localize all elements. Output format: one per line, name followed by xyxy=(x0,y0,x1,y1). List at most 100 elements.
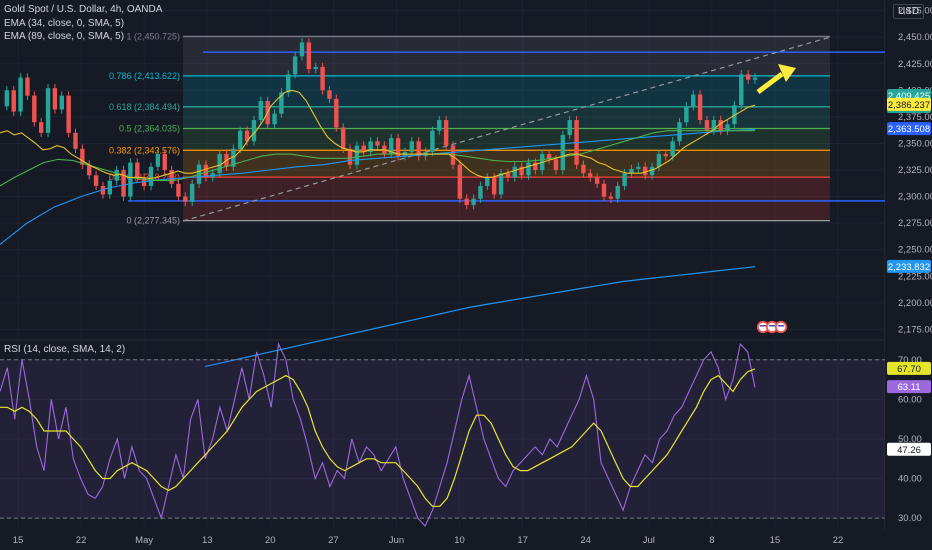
arrow-shaft xyxy=(756,72,784,94)
candle xyxy=(66,91,71,138)
candle xyxy=(601,179,607,201)
price-badge: 2,233.832 xyxy=(887,259,931,273)
price-tick-label: 2,375.000 xyxy=(898,112,932,123)
candle xyxy=(443,115,449,150)
dashed-trendline[interactable] xyxy=(182,36,831,222)
candle-body xyxy=(745,74,751,80)
candle-body xyxy=(231,148,236,167)
price-badge: 2,363.508 xyxy=(887,122,931,136)
price-tick-label: 2,175.000 xyxy=(898,324,932,335)
candle xyxy=(677,117,682,146)
candle-body xyxy=(704,120,710,131)
candle xyxy=(457,160,463,203)
candle xyxy=(375,137,380,150)
candle-body xyxy=(93,175,99,186)
candle xyxy=(725,120,730,135)
candle-body xyxy=(409,141,415,152)
candle xyxy=(162,149,167,175)
candle xyxy=(636,162,641,174)
price-tick-label: 2,450.000 xyxy=(898,32,932,43)
candle-body xyxy=(677,122,682,142)
rsi-tick-label: 40.00 xyxy=(898,474,922,485)
candle-body xyxy=(615,185,620,199)
ema89-legend[interactable]: EMA (89, close, 0, SMA, 5) xyxy=(4,31,125,42)
time-axis[interactable]: 15 22 May 13 20 27 Jun 10 17 24 Jul 8 15 22 xyxy=(13,535,844,546)
rsi-legend[interactable]: RSI (14, close, SMA, 14, 2) xyxy=(4,344,126,355)
candle-body xyxy=(752,77,758,80)
candle-body xyxy=(25,77,30,96)
badge-label: 2,233.832 xyxy=(888,262,930,273)
candle xyxy=(38,117,44,138)
badge-label: 2,409.425 xyxy=(888,91,930,102)
candle-body xyxy=(711,120,717,131)
price-axis[interactable]: 2,475.0002,450.0002,425.0002,400.0002,37… xyxy=(885,0,932,550)
candle-body xyxy=(636,166,641,169)
yellow-arrow-icon[interactable] xyxy=(756,64,796,94)
candle xyxy=(498,168,504,199)
candle xyxy=(437,115,442,135)
price-series xyxy=(0,38,758,368)
badge-label: 47.26 xyxy=(897,445,921,456)
candle xyxy=(189,179,195,207)
candle xyxy=(752,73,758,84)
candle xyxy=(512,162,517,182)
time-tick-label: 10 xyxy=(454,535,465,546)
badge-bg xyxy=(887,380,931,394)
price-badge: 2,386.237 xyxy=(887,97,931,111)
candle xyxy=(87,160,92,180)
candle xyxy=(203,160,209,182)
candle-body xyxy=(512,166,517,178)
badge-label: 2,386.237 xyxy=(888,100,930,111)
event-circle xyxy=(774,320,788,334)
price-tick-label: 2,225.000 xyxy=(898,271,932,282)
candle xyxy=(464,194,469,210)
fib-zone xyxy=(183,177,830,221)
candle-body xyxy=(4,90,10,107)
candle-body xyxy=(313,66,318,70)
candle-body xyxy=(73,132,78,149)
candle xyxy=(272,109,277,129)
badge-bg xyxy=(887,442,931,456)
candle xyxy=(32,91,37,127)
candle-body xyxy=(533,162,538,170)
fib-zone xyxy=(183,128,830,151)
rsi-badge: 63.11 xyxy=(887,380,931,394)
candle xyxy=(11,86,16,116)
candle-body xyxy=(45,88,51,133)
candle xyxy=(169,165,174,189)
candle-body xyxy=(238,130,243,149)
ema34-legend[interactable]: EMA (34, close, 0, SMA, 5) xyxy=(4,18,125,29)
candle xyxy=(286,70,291,97)
rsi-badge: 47.26 xyxy=(887,442,931,456)
candle-body xyxy=(443,120,449,146)
candle-body xyxy=(649,166,655,176)
currency-button[interactable]: USD xyxy=(893,4,925,19)
candle xyxy=(395,133,401,161)
candle-body xyxy=(663,154,668,157)
candle-body xyxy=(670,141,675,157)
candle xyxy=(450,141,456,169)
candle-body xyxy=(18,77,23,112)
candle-body xyxy=(38,122,44,133)
candle xyxy=(313,62,318,74)
candle xyxy=(251,115,257,146)
candle-body xyxy=(725,124,730,131)
candle-body xyxy=(368,141,373,152)
economic-events[interactable] xyxy=(756,320,788,334)
candle-body xyxy=(594,177,600,184)
candle xyxy=(430,126,435,157)
fibonacci-retracement[interactable]: 1 (2,450.725) 0.786 (2,413.622) 0.618 (2,3… xyxy=(109,31,830,226)
candle-body xyxy=(622,173,627,186)
fib-zone xyxy=(183,75,830,107)
candle-body xyxy=(299,42,305,57)
ema-long-line xyxy=(204,266,756,368)
symbol-title[interactable]: Gold Spot / U.S. Dollar, 4h, OANDA xyxy=(4,4,163,15)
candle xyxy=(354,141,360,169)
price-tick-label: 2,200.000 xyxy=(898,298,932,309)
candle-body xyxy=(306,42,312,70)
candle-body xyxy=(450,145,456,165)
candle-body xyxy=(437,120,442,131)
candle-body xyxy=(121,170,126,197)
candle-body xyxy=(148,166,154,186)
